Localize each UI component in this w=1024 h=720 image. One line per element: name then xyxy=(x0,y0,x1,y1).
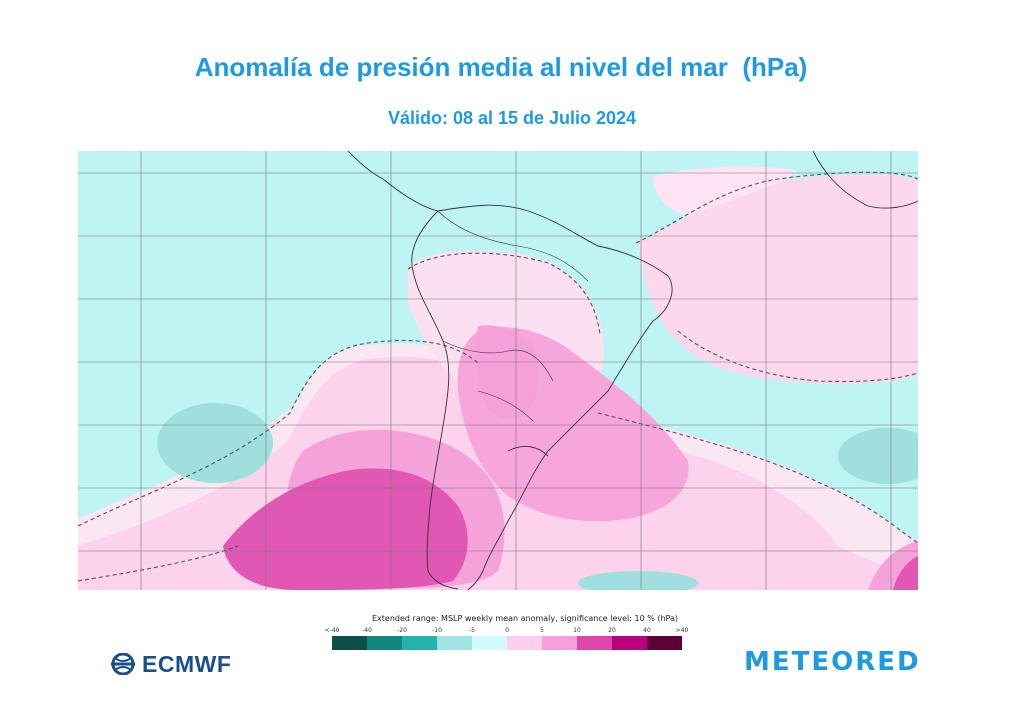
legend-swatch xyxy=(542,636,577,650)
legend-label: -5 xyxy=(469,627,475,634)
legend-label: 40 xyxy=(643,627,651,634)
coastlines xyxy=(347,151,918,590)
anomaly-map xyxy=(78,151,918,590)
ecmwf-logo: ECMWF xyxy=(108,650,231,678)
legend-label: 5 xyxy=(540,627,544,634)
legend-label: -40 xyxy=(362,627,372,634)
legend-label: 20 xyxy=(608,627,616,634)
anomaly-negative-atlantic xyxy=(838,428,918,484)
coast-central-america xyxy=(347,151,439,212)
map-subtitle: Válido: 08 al 15 de Julio 2024 xyxy=(387,108,637,128)
contour-atlantic-mid xyxy=(677,330,918,383)
legend-title: Extended range: MSLP weekly mean anomaly… xyxy=(372,614,679,623)
legend-swatch xyxy=(402,636,437,650)
legend-swatch xyxy=(472,636,507,650)
legend-label: <-40 xyxy=(324,627,340,634)
country-border-3 xyxy=(477,390,534,422)
legend-swatch xyxy=(577,636,612,650)
meteored-logo: METEORED xyxy=(744,647,921,677)
legend-label: 10 xyxy=(573,627,581,634)
country-border-1 xyxy=(437,210,589,282)
ecmwf-logo-text: ECMWF xyxy=(142,650,232,677)
contour-atlantic-south xyxy=(597,412,918,544)
coast-uruguay xyxy=(507,445,549,457)
legend-label: -20 xyxy=(397,627,407,634)
country-border-2 xyxy=(442,340,554,382)
anomaly-region-southeast-core xyxy=(893,556,918,590)
legend-label: 0 xyxy=(505,627,509,634)
coast-africa xyxy=(812,151,918,209)
coast-south-america-west xyxy=(411,210,459,590)
anomaly-negative-south xyxy=(578,571,698,590)
legend-swatch xyxy=(367,636,402,650)
anomaly-negative-pacific xyxy=(157,403,273,483)
contour-pacific xyxy=(78,339,479,527)
ecmwf-logo-icon xyxy=(111,653,135,675)
coast-south-america xyxy=(437,204,673,590)
legend-label: -10 xyxy=(432,627,442,634)
anomaly-region-atlantic-top xyxy=(653,166,798,216)
anomaly-region-core-max xyxy=(223,468,468,590)
legend-colorbar xyxy=(332,636,682,650)
legend-label: >40 xyxy=(675,627,689,634)
legend-swatch xyxy=(612,636,647,650)
legend-swatch xyxy=(507,636,542,650)
legend-labels: <-40 -40 -20 -10 -5 0 5 10 20 40 >40 xyxy=(325,627,689,637)
contour-sa-north xyxy=(407,252,601,336)
legend-swatch xyxy=(647,636,682,650)
lat-lon-grid xyxy=(78,151,918,590)
legend-swatch xyxy=(332,636,367,650)
anomaly-region-atlantic-north xyxy=(638,174,918,384)
map-title: Anomalía de presión media al nivel del m… xyxy=(194,52,808,82)
legend-swatch xyxy=(437,636,472,650)
